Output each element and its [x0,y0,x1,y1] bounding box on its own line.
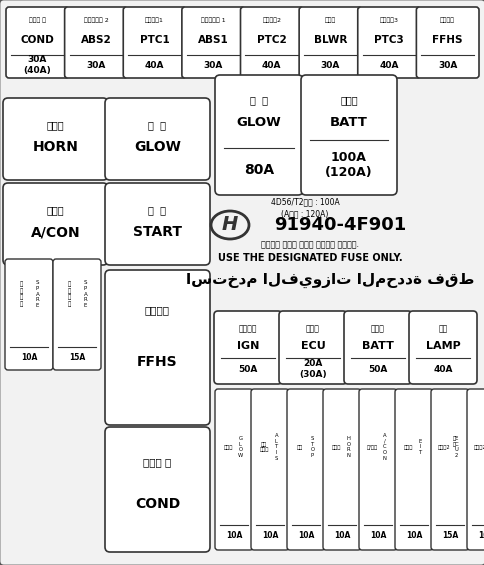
Text: 이씨유: 이씨유 [403,445,412,450]
Text: H: H [221,215,238,234]
Text: A
L
T
I
S: A L T I S [274,433,278,461]
FancyBboxPatch shape [394,389,432,550]
FancyBboxPatch shape [466,389,484,550]
Text: 에/어콘: 에/어콘 [366,445,377,450]
Text: LAMP: LAMP [425,341,459,351]
Text: ABS1: ABS1 [197,35,228,45]
Text: PTC2: PTC2 [257,35,286,45]
Text: A/CON: A/CON [30,225,80,239]
FancyBboxPatch shape [299,7,361,78]
Text: 30A: 30A [320,60,339,69]
Text: 10A: 10A [261,532,278,541]
Text: S
T
O
P: S T O P [310,436,314,458]
FancyBboxPatch shape [64,7,127,78]
Text: 배터리: 배터리 [339,95,357,105]
Text: 이씨유2: 이씨유2 [437,445,450,450]
FancyBboxPatch shape [240,7,302,78]
Text: S
P
A
R
E: S P A R E [83,280,87,308]
Text: 15A: 15A [441,532,457,541]
Text: 30A: 30A [203,60,223,69]
Text: 50A: 50A [238,364,257,373]
FancyBboxPatch shape [358,389,396,550]
FancyBboxPatch shape [6,7,68,78]
Text: 40A: 40A [378,60,398,69]
Text: 40A: 40A [145,60,164,69]
FancyBboxPatch shape [408,311,476,384]
Text: USE THE DESIGNATED FUSE ONLY.: USE THE DESIGNATED FUSE ONLY. [217,253,402,263]
Text: 100A
(120A): 100A (120A) [324,151,372,179]
Text: 30A: 30A [437,60,456,69]
Text: 연료예열: 연료예열 [439,17,454,23]
Text: 경음기: 경음기 [331,445,340,450]
Text: H
O
R
N: H O R N [346,436,349,458]
FancyBboxPatch shape [53,259,101,370]
Text: 10A: 10A [333,532,349,541]
Text: 헤이비에스 2: 헤이비에스 2 [83,17,108,23]
Text: 글로우: 글로우 [223,445,232,450]
Text: 이E
씨C
U
2: 이E 씨C U 2 [452,436,459,458]
Text: 블로워: 블로워 [324,17,335,23]
Text: 10A: 10A [226,532,242,541]
Text: S
P
A
R
E: S P A R E [35,280,39,308]
Text: 10A: 10A [369,532,385,541]
FancyBboxPatch shape [301,75,396,195]
Text: 예  열: 예 열 [148,120,166,130]
Text: A
/
C
O
N: A / C O N [381,433,386,461]
Text: GLOW: GLOW [134,140,181,154]
Text: PTC1: PTC1 [139,35,169,45]
FancyBboxPatch shape [278,311,346,384]
Text: 헤이비에스 1: 헤이비에스 1 [200,17,225,23]
FancyBboxPatch shape [430,389,468,550]
Text: 30A
(40A): 30A (40A) [23,55,51,75]
Text: PTC3: PTC3 [374,35,403,45]
FancyBboxPatch shape [105,270,210,425]
Text: 정지: 정지 [297,445,302,450]
Text: HORN: HORN [32,140,78,154]
FancyBboxPatch shape [105,98,210,180]
Text: 콘데서 판: 콘데서 판 [143,457,171,467]
FancyBboxPatch shape [105,427,210,552]
Text: 램프: 램프 [438,324,447,333]
FancyBboxPatch shape [123,7,185,78]
Text: FFHS: FFHS [137,355,178,370]
Text: 시  동: 시 동 [148,205,166,215]
Text: 에이콘: 에이콘 [46,205,64,215]
FancyBboxPatch shape [343,311,411,384]
Text: 10A: 10A [477,532,484,541]
FancyBboxPatch shape [3,183,108,265]
Text: ABS2: ABS2 [80,35,111,45]
Text: 예
비
퍼
즈: 예 비 퍼 즈 [20,281,23,307]
Text: 경음기: 경음기 [46,120,64,130]
Text: 40A: 40A [261,60,281,69]
Text: G
L
O
W: G L O W [237,436,242,458]
FancyBboxPatch shape [105,183,210,265]
FancyBboxPatch shape [5,259,53,370]
Text: (A엔진 : 120A): (A엔진 : 120A) [281,210,328,219]
Text: 연료예열: 연료예열 [145,305,170,315]
Text: 정격용량 이외의 퍼즈는 사용하지 마십시오.: 정격용량 이외의 퍼즈는 사용하지 마십시오. [260,241,358,250]
FancyBboxPatch shape [287,389,324,550]
FancyBboxPatch shape [214,389,253,550]
Text: 보조히퀀1: 보조히퀀1 [145,17,164,23]
Text: 예
비
퍼
즈: 예 비 퍼 즈 [68,281,71,307]
Text: BATT: BATT [330,115,367,128]
Text: FFHS: FFHS [432,35,462,45]
Text: 80A: 80A [243,163,273,177]
Text: E
I
T: E I T [418,438,421,455]
Text: 30A: 30A [86,60,106,69]
Text: استخدم الفيوزات المحددة فقط: استخدم الفيوزات المحددة فقط [185,272,473,288]
Text: 4D56/T2엔진 : 100A: 4D56/T2엔진 : 100A [270,198,339,206]
Text: 배터리: 배터리 [370,324,384,333]
Text: 보조히퀀3: 보조히퀀3 [379,17,398,23]
Text: COND: COND [135,498,180,511]
Text: 이씨유: 이씨유 [305,324,319,333]
Text: 40A: 40A [432,364,452,373]
Text: 이그니션: 이그니션 [238,324,257,333]
Text: IGN: IGN [236,341,258,351]
FancyBboxPatch shape [251,389,288,550]
Text: BLWR: BLWR [313,35,347,45]
Text: 15A: 15A [69,353,85,362]
FancyBboxPatch shape [3,98,108,180]
FancyBboxPatch shape [416,7,478,78]
